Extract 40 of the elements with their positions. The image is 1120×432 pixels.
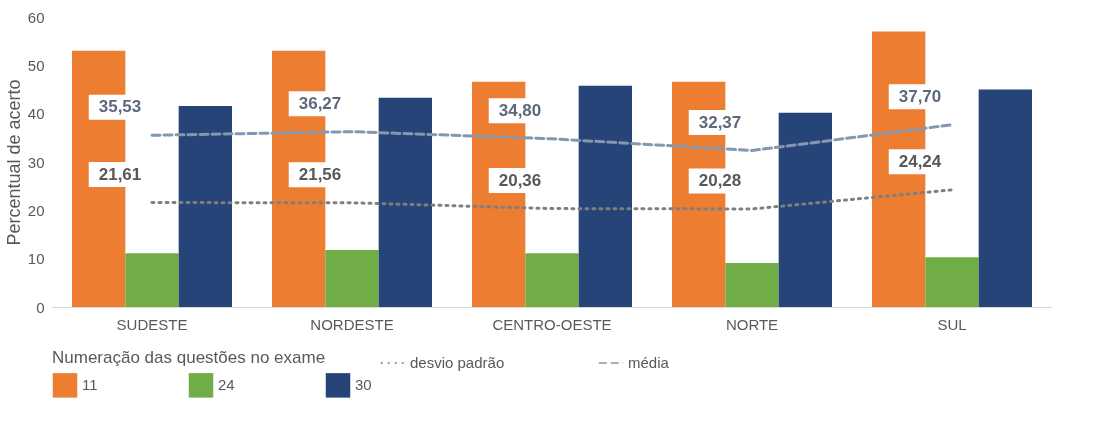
x-tick-label: NORDESTE (310, 315, 394, 333)
legend-label: média (628, 354, 670, 371)
y-tick-label: 0 (36, 298, 45, 316)
x-tick-label: SUDESTE (116, 315, 188, 333)
bar (525, 253, 579, 307)
y-tick-label: 50 (27, 56, 45, 74)
data-label: 21,61 (98, 164, 142, 184)
bar (578, 85, 632, 307)
bar (925, 257, 979, 307)
line-series (150, 188, 954, 211)
bar (978, 89, 1032, 307)
y-tick-label: 20 (27, 201, 45, 219)
data-label: 36,27 (298, 93, 342, 113)
data-label: 35,53 (98, 97, 142, 117)
y-tick-label: 40 (27, 105, 45, 123)
data-label: 20,36 (498, 170, 542, 190)
bar (725, 263, 779, 307)
data-label: 20,28 (698, 170, 742, 190)
legend-label: 30 (355, 376, 372, 394)
data-label: 24,24 (898, 151, 942, 171)
y-tick-label: 30 (27, 153, 45, 171)
bar (325, 249, 379, 307)
data-label: 21,56 (298, 164, 342, 184)
legend-label: 11 (82, 376, 98, 394)
legend-title: Numeração das questões no exame (52, 348, 326, 367)
y-axis-title: Percentual de acerto (3, 79, 24, 246)
y-tick-label: 10 (27, 250, 45, 268)
legend-label: desvio padrão (410, 354, 505, 371)
y-tick-label: 60 (27, 8, 45, 26)
bar (778, 112, 832, 307)
bar (125, 253, 179, 307)
x-tick-label: SUL (937, 315, 967, 333)
x-tick-label: CENTRO-OESTE (492, 315, 612, 333)
data-label: 34,80 (498, 100, 542, 120)
x-tick-label: NORTE (725, 315, 779, 333)
bar (378, 97, 432, 307)
legend-label: 24 (218, 376, 235, 394)
bar (178, 105, 232, 307)
data-label: 37,70 (898, 86, 942, 106)
data-label: 32,37 (698, 112, 742, 132)
